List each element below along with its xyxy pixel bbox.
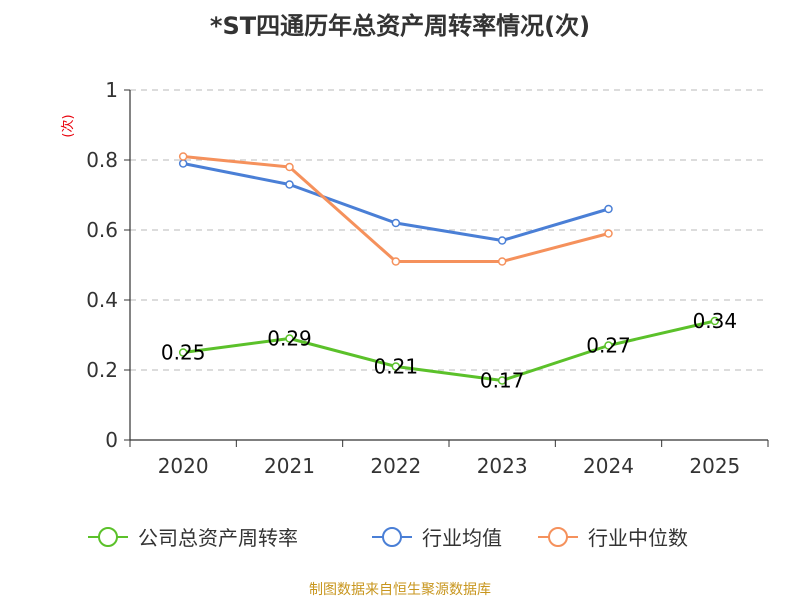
data-point — [391, 218, 401, 228]
y-tick-label: 0.4 — [86, 288, 118, 312]
y-tick-label: 1 — [105, 78, 118, 102]
x-tick-label: 2022 — [370, 454, 421, 478]
data-point — [285, 334, 294, 343]
y-axis-unit: (次) — [60, 114, 76, 137]
x-tick-label: 2023 — [477, 454, 528, 478]
legend-marker — [98, 527, 118, 547]
y-tick-labels: 0 0.2 0.4 0.6 0.8 1 — [86, 78, 118, 452]
source-note: 制图数据来自恒生聚源数据库 — [309, 582, 491, 598]
legend-marker — [548, 527, 568, 547]
data-point — [285, 180, 294, 189]
data-point — [497, 236, 507, 245]
x-tick-label: 2021 — [264, 454, 315, 478]
data-point — [178, 152, 188, 161]
data-label: 0.17 — [480, 369, 525, 393]
data-point — [497, 376, 507, 385]
legend-item[interactable]: 行业均值 — [372, 526, 502, 550]
data-point — [178, 348, 188, 357]
data-point — [285, 162, 294, 172]
y-tick-label: 0 — [105, 428, 118, 452]
data-point — [391, 362, 401, 371]
y-tick-label: 0.2 — [86, 358, 118, 382]
grid — [130, 89, 768, 371]
series-1 — [178, 159, 613, 245]
data-label: 0.21 — [374, 355, 419, 379]
chart-title: *ST四通历年总资产周转率情况(次) — [210, 12, 590, 40]
series-line — [182, 319, 716, 382]
x-tick-label: 2020 — [158, 454, 209, 478]
data-label: 0.27 — [586, 334, 631, 358]
legend-label: 行业中位数 — [588, 526, 688, 550]
series-line — [183, 155, 609, 263]
legend-item[interactable]: 公司总资产周转率 — [88, 526, 298, 550]
y-tick-label: 0.8 — [86, 148, 118, 172]
series-group — [178, 152, 720, 385]
data-point — [604, 229, 613, 238]
x-tick-labels: 2020 2021 2022 2023 2024 2025 — [158, 454, 741, 478]
data-point — [178, 159, 188, 168]
y-tick-label: 0.6 — [86, 218, 118, 242]
x-tick-label: 2024 — [583, 454, 634, 478]
data-point — [710, 316, 720, 326]
legend-label: 行业均值 — [422, 526, 502, 550]
data-point — [604, 204, 613, 214]
data-label: 0.25 — [161, 341, 206, 365]
data-point — [497, 257, 507, 266]
data-label: 0.34 — [693, 309, 738, 333]
data-labels: 0.25 0.29 0.21 0.17 0.27 0.34 — [161, 309, 737, 393]
axes — [124, 89, 769, 447]
data-point — [391, 257, 401, 266]
series-line — [182, 162, 609, 242]
legend-item[interactable]: 行业中位数 — [538, 526, 688, 550]
legend: 公司总资产周转率 行业均值 行业中位数 — [88, 526, 688, 550]
data-point — [604, 341, 613, 350]
x-tick-label: 2025 — [689, 454, 740, 478]
series-0 — [178, 316, 720, 385]
series-2 — [178, 152, 613, 266]
data-label: 0.29 — [267, 327, 312, 351]
legend-marker — [382, 527, 402, 547]
legend-label: 公司总资产周转率 — [138, 526, 298, 550]
